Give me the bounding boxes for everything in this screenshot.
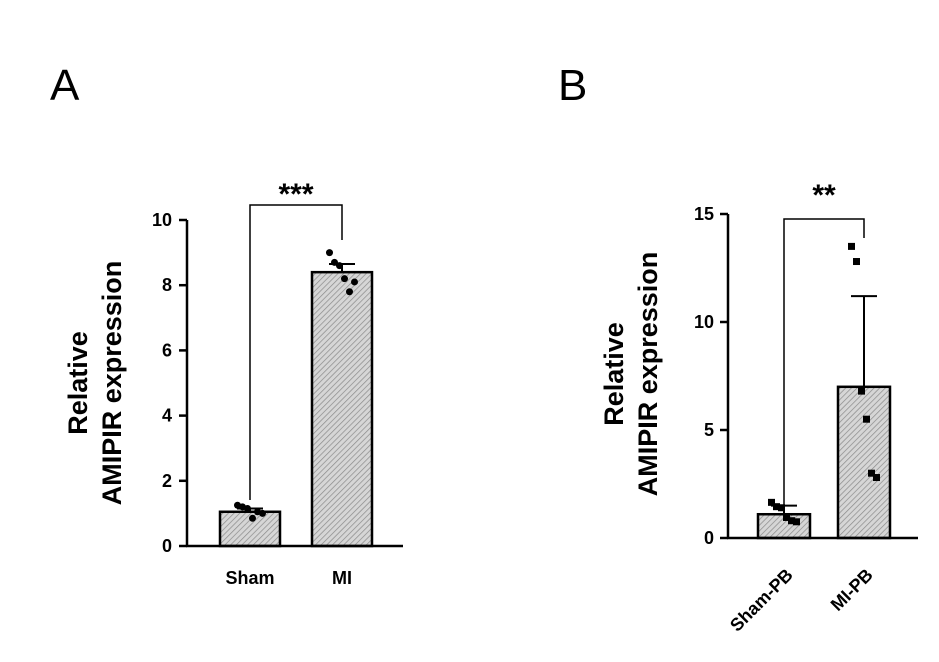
chart-panel-a: 0 2 4 6 8 10 RelativeAMIPIR expression Sham MI **… [63,178,403,588]
panel-a-data-point [259,510,266,517]
panel-b-y-tick-label: 10 [694,312,714,332]
panel-a-y-tick-label: 8 [162,275,172,295]
panel-b-data-point [778,504,785,511]
panel-label-a: A [50,61,80,110]
panel-a-y-tick-label: 4 [162,406,172,426]
panel-b-data-point [858,388,865,395]
panel-b-y-axis-label-line: AMIPIR expression [633,252,663,497]
panel-a-y-tick-label: 6 [162,340,172,360]
panel-b-data-point [873,474,880,481]
panel-a-data-point [351,278,358,285]
panel-a-data-point [336,262,343,269]
panel-b-error-bar-mi-pb [851,296,877,387]
panel-a-category-label: Sham [225,568,274,588]
panel-b-data-point [863,416,870,423]
panel-a-data-point [326,249,333,256]
panel-b-y-tick-label: 15 [694,204,714,224]
chart-panel-b: 0 5 10 15 RelativeAMIPIR expression Sham-PB MI… [599,179,918,635]
panel-b-category-label: MI-PB [827,565,877,615]
panel-b-significance-label: ** [812,179,836,212]
panel-label-b: B [558,61,587,110]
panel-a-bar-mi [312,272,372,546]
panel-a-significance-label: *** [278,178,313,211]
panel-b-bar-mi-pb [838,387,890,538]
panel-a-y-tick-label: 10 [152,210,172,230]
panel-a-data-point [244,505,251,512]
panel-b-data-point [853,258,860,265]
panel-a-y-axis-label-line: AMIPIR expression [97,261,127,506]
panel-b-y-tick-label: 5 [704,420,714,440]
panel-a-category-label: MI [332,568,352,588]
panel-a-data-point [346,288,353,295]
panel-a-y-tick-label: 0 [162,536,172,556]
panel-a-y-axis-label-line: Relative [63,331,93,435]
panel-a-data-point [341,275,348,282]
panel-a-y-tick-label: 2 [162,471,172,491]
panel-b-y-axis-label-line: Relative [599,322,629,426]
panel-b-category-label: Sham-PB [726,565,797,636]
panel-b-y-tick-label: 0 [704,528,714,548]
panel-b-data-point [848,243,855,250]
panel-a-data-point [249,515,256,522]
panel-b-data-point [793,518,800,525]
